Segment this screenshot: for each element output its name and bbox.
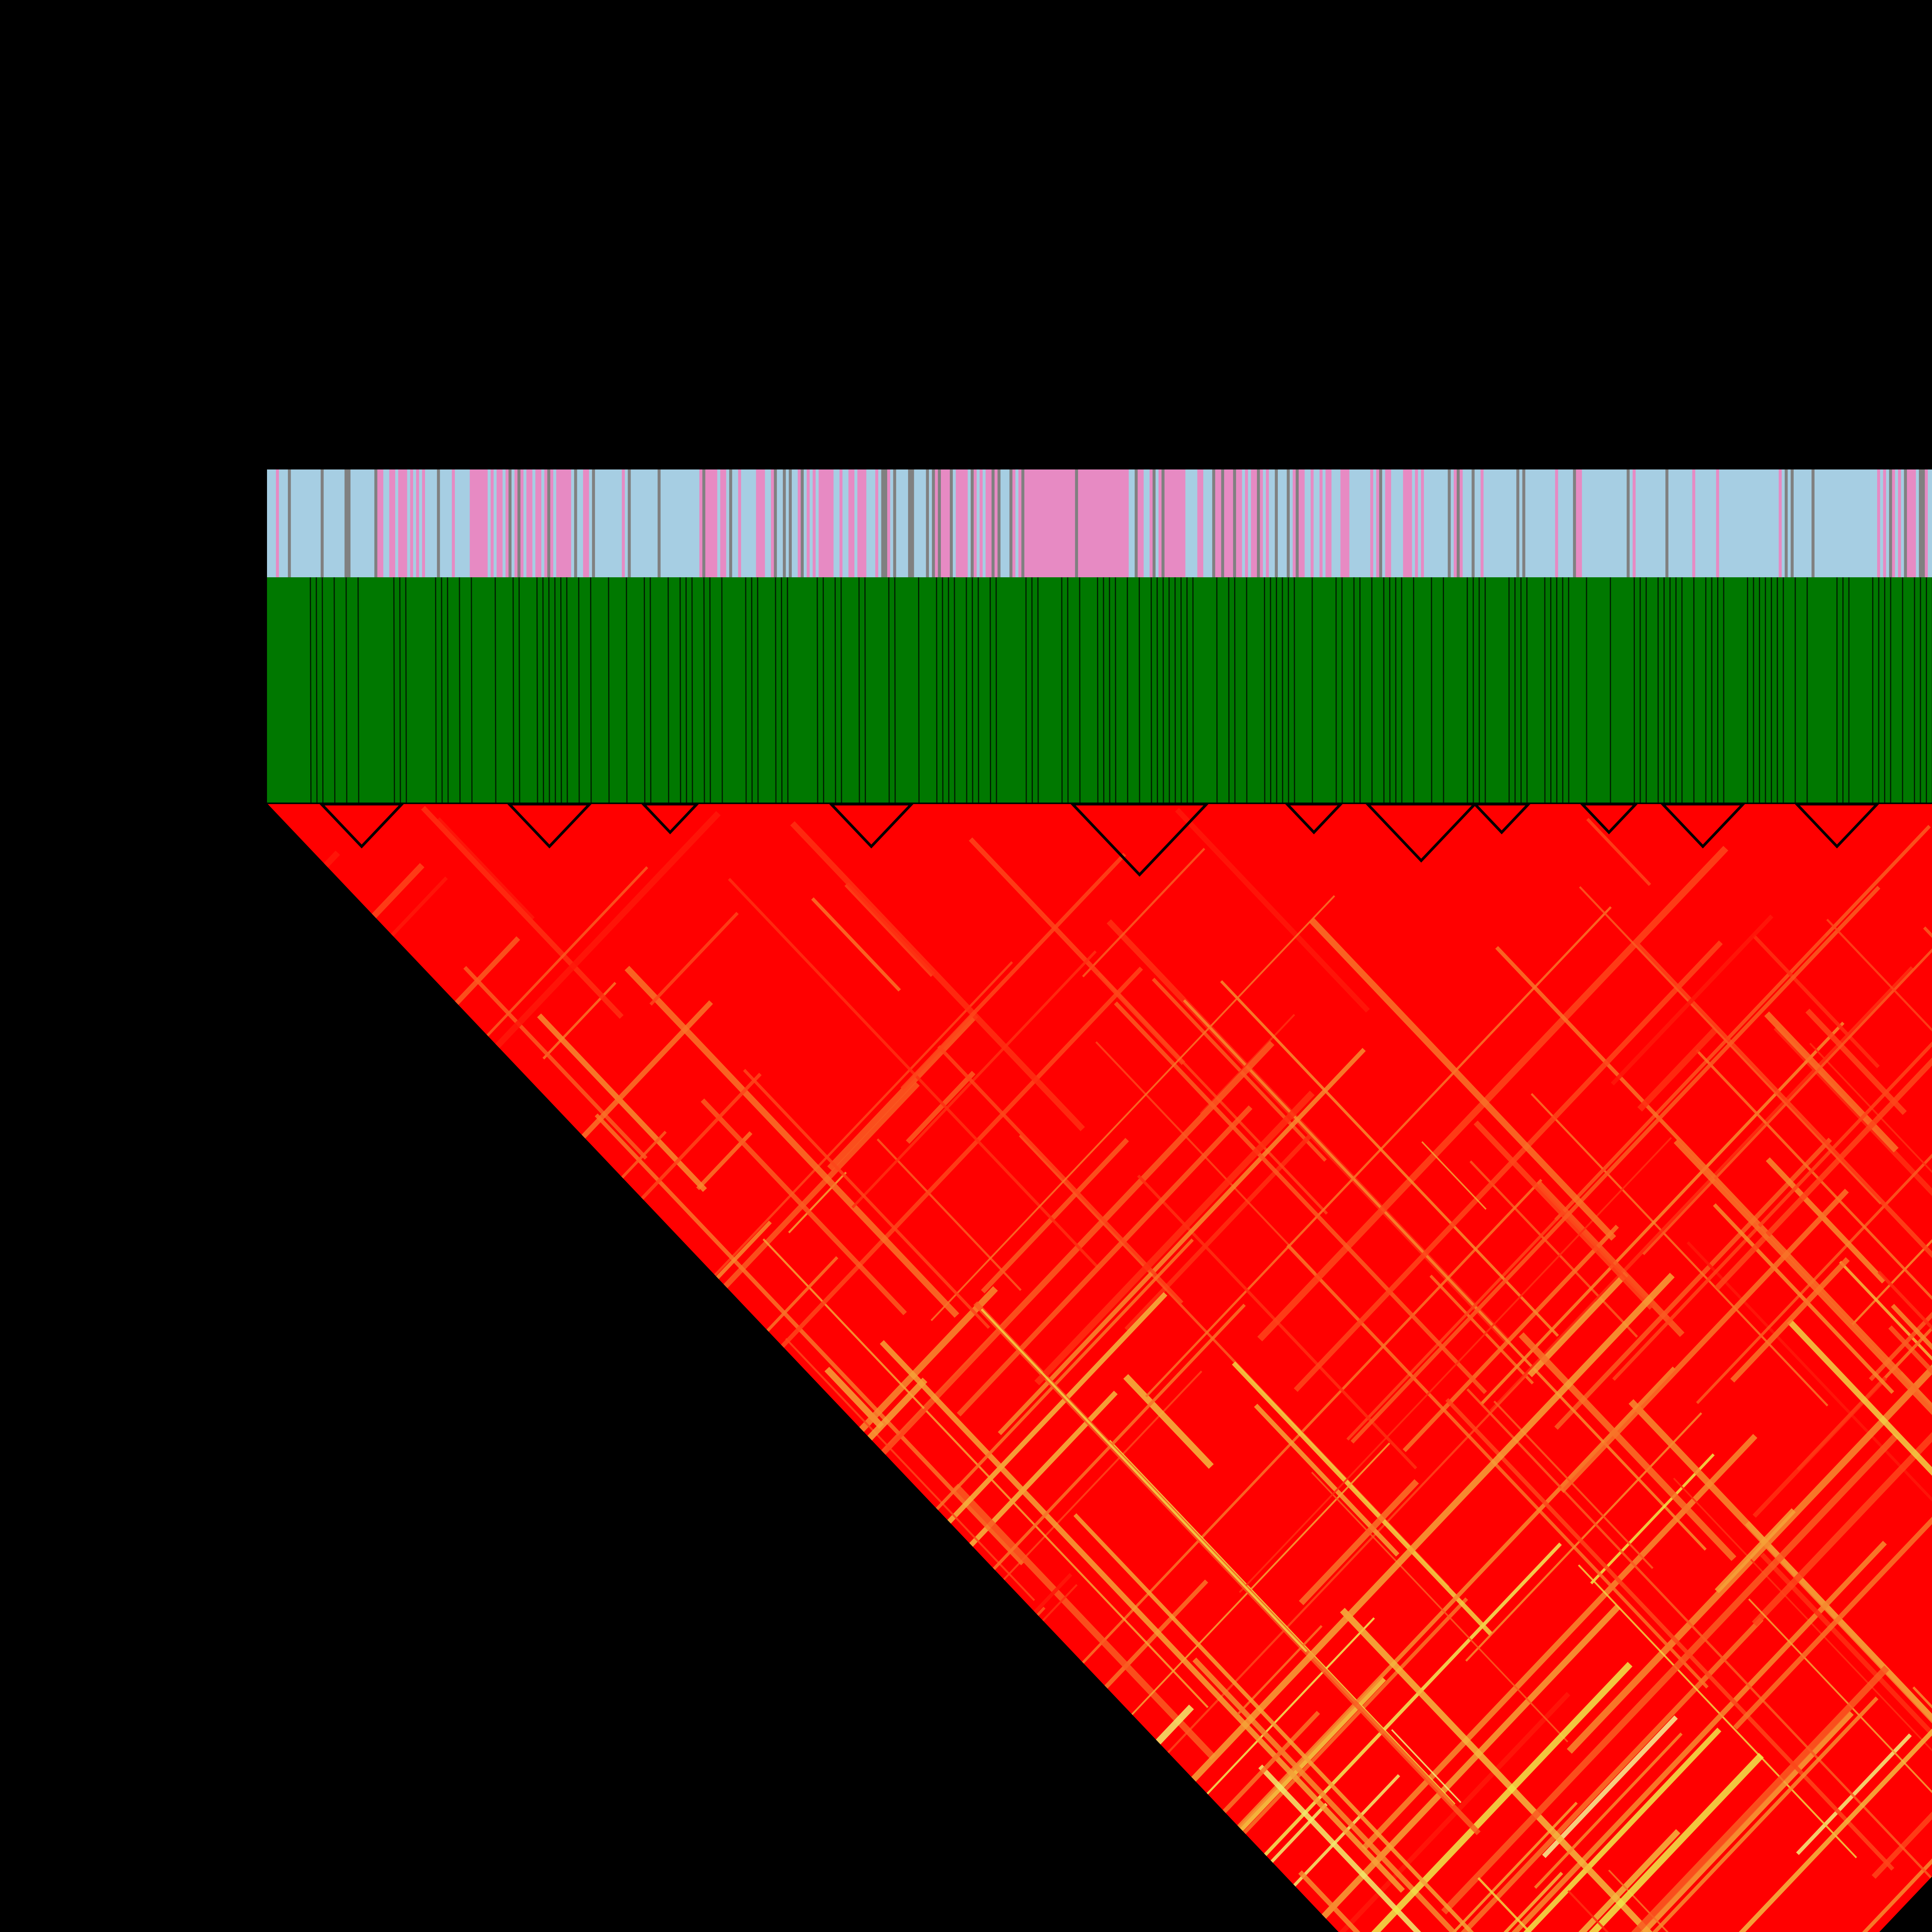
connector-lines xyxy=(310,577,1932,803)
haplotype-block xyxy=(506,803,593,849)
ld-heatmap-triangle xyxy=(268,804,1932,1932)
marker-category-bar xyxy=(267,469,1932,577)
haplotype-block xyxy=(318,803,405,849)
connector-band-background xyxy=(267,577,1932,803)
haplotype-block xyxy=(828,803,915,849)
haplotype-block xyxy=(1364,803,1478,863)
haplotype-block xyxy=(640,803,700,835)
marker-position-connectors xyxy=(267,577,1932,803)
haplotype-block-outlines xyxy=(318,803,1881,877)
haplotype-block xyxy=(1579,803,1639,835)
haplotype-block xyxy=(1793,803,1881,849)
haplotype-block xyxy=(1284,803,1344,835)
haplotype-block xyxy=(1659,803,1747,849)
haplotype-block xyxy=(1471,803,1532,835)
heatmap-base xyxy=(268,804,1932,1932)
haplotype-block xyxy=(1069,803,1210,877)
